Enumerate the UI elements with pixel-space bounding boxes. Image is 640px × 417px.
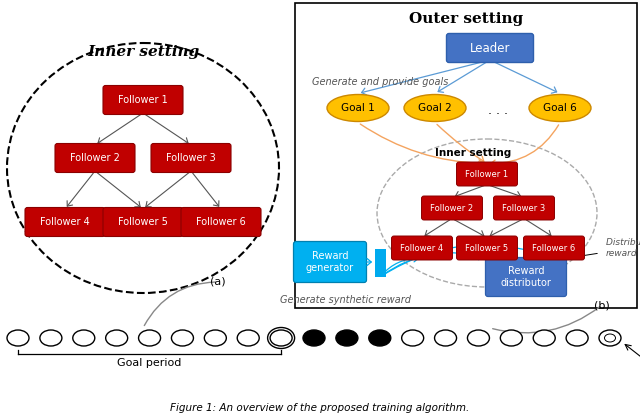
Ellipse shape <box>529 95 591 121</box>
Text: (a): (a) <box>210 277 226 287</box>
Ellipse shape <box>204 330 227 346</box>
FancyBboxPatch shape <box>456 236 518 260</box>
Ellipse shape <box>40 330 62 346</box>
FancyBboxPatch shape <box>294 241 367 282</box>
Text: Distribute synthetic
reward: Distribute synthetic reward <box>606 238 640 258</box>
Text: Follower 1: Follower 1 <box>465 169 509 178</box>
Ellipse shape <box>404 95 466 121</box>
FancyBboxPatch shape <box>295 3 637 308</box>
Ellipse shape <box>106 330 127 346</box>
Ellipse shape <box>336 330 358 346</box>
FancyBboxPatch shape <box>392 236 452 260</box>
Ellipse shape <box>566 330 588 346</box>
Text: Follower 6: Follower 6 <box>532 244 575 253</box>
Text: Follower 4: Follower 4 <box>40 217 90 227</box>
Ellipse shape <box>327 95 389 121</box>
Text: Follower 5: Follower 5 <box>465 244 509 253</box>
Ellipse shape <box>435 330 456 346</box>
Ellipse shape <box>237 330 259 346</box>
Ellipse shape <box>138 330 161 346</box>
Text: Follower 3: Follower 3 <box>166 153 216 163</box>
FancyBboxPatch shape <box>151 143 231 173</box>
FancyBboxPatch shape <box>103 85 183 115</box>
FancyBboxPatch shape <box>103 208 183 236</box>
Text: Leader: Leader <box>470 42 510 55</box>
Ellipse shape <box>172 330 193 346</box>
Text: Follower 2: Follower 2 <box>431 203 474 213</box>
Text: Follower 3: Follower 3 <box>502 203 546 213</box>
Ellipse shape <box>533 330 556 346</box>
Text: Outer setting: Outer setting <box>409 12 523 26</box>
Text: (b): (b) <box>594 300 610 310</box>
Text: Inner setting: Inner setting <box>435 148 511 158</box>
Text: Reward
generator: Reward generator <box>306 251 354 273</box>
Ellipse shape <box>500 330 522 346</box>
FancyBboxPatch shape <box>524 236 584 260</box>
Text: Inner setting: Inner setting <box>87 45 199 59</box>
FancyBboxPatch shape <box>456 162 518 186</box>
Ellipse shape <box>303 330 325 346</box>
FancyBboxPatch shape <box>375 249 386 277</box>
Text: Generate and provide goals: Generate and provide goals <box>312 77 448 87</box>
FancyBboxPatch shape <box>25 208 105 236</box>
Ellipse shape <box>73 330 95 346</box>
Text: Goal 1: Goal 1 <box>341 103 375 113</box>
Text: Follower 1: Follower 1 <box>118 95 168 105</box>
Ellipse shape <box>369 330 391 346</box>
FancyBboxPatch shape <box>493 196 554 220</box>
Text: Follower 4: Follower 4 <box>401 244 444 253</box>
Text: Follower 2: Follower 2 <box>70 153 120 163</box>
Ellipse shape <box>7 330 29 346</box>
Text: . . .: . . . <box>488 103 508 116</box>
FancyBboxPatch shape <box>422 196 483 220</box>
Text: Follower 6: Follower 6 <box>196 217 246 227</box>
Text: Goal period: Goal period <box>117 358 182 368</box>
Text: Follower 5: Follower 5 <box>118 217 168 227</box>
Text: Goal 2: Goal 2 <box>418 103 452 113</box>
FancyBboxPatch shape <box>447 33 534 63</box>
Text: Reward
distributor: Reward distributor <box>500 266 552 288</box>
FancyBboxPatch shape <box>486 258 566 296</box>
Text: Generate synthetic reward: Generate synthetic reward <box>280 295 410 305</box>
Text: Figure 1: An overview of the proposed training algorithm.: Figure 1: An overview of the proposed tr… <box>170 403 470 413</box>
Text: Goal 6: Goal 6 <box>543 103 577 113</box>
Ellipse shape <box>402 330 424 346</box>
Ellipse shape <box>467 330 490 346</box>
FancyBboxPatch shape <box>181 208 261 236</box>
FancyBboxPatch shape <box>55 143 135 173</box>
